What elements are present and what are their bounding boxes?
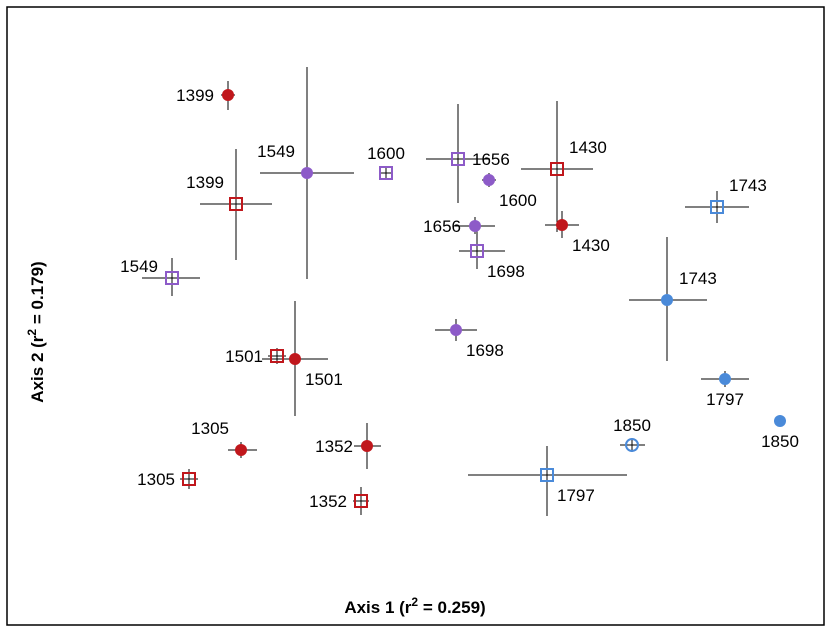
point-20-marker — [625, 438, 639, 452]
point-labels-layer: 1399 1399 1549 1600 1656 1600 1430 1656 1430 1698… — [120, 86, 799, 511]
markers-layer — [165, 89, 786, 508]
point-6-marker — [550, 162, 564, 176]
point-7-label: 1656 — [423, 217, 461, 236]
point-10-marker — [710, 200, 724, 214]
point-2-marker — [301, 167, 313, 179]
x-axis-stat-value: = 0.259) — [418, 598, 486, 617]
point-1-label: 1399 — [186, 173, 224, 192]
point-5-marker — [483, 174, 495, 186]
y-axis-title: Axis 2 (r2 = 0.179) — [25, 261, 47, 402]
point-6-label: 1430 — [569, 138, 607, 157]
point-12-marker — [661, 294, 673, 306]
point-16-label: 1797 — [706, 390, 744, 409]
point-3-label: 1600 — [367, 144, 405, 163]
point-19-marker — [361, 440, 373, 452]
point-9-label: 1698 — [487, 262, 525, 281]
point-15-label: 1501 — [305, 370, 343, 389]
point-19-label: 1352 — [315, 437, 353, 456]
y-axis-label: Axis 2 — [28, 353, 47, 403]
point-2-label: 1549 — [257, 142, 295, 161]
point-0-marker — [222, 89, 234, 101]
point-14-label: 1501 — [225, 347, 263, 366]
point-13-marker — [450, 324, 462, 336]
point-7-marker — [469, 220, 481, 232]
point-0-label: 1399 — [176, 86, 214, 105]
point-21-label: 1305 — [137, 470, 175, 489]
point-20-label: 1850 — [613, 416, 651, 435]
point-4-label: 1656 — [472, 150, 510, 169]
x-axis-stat-open: (r — [399, 598, 412, 617]
point-11-label: 1549 — [120, 257, 158, 276]
point-10-label: 1743 — [729, 176, 767, 195]
x-axis-r2-sup: 2 — [411, 595, 418, 609]
point-16-marker — [719, 373, 731, 385]
point-11-marker — [165, 271, 179, 285]
point-22-marker — [540, 468, 554, 482]
point-17-marker — [774, 415, 786, 427]
point-3-marker — [379, 166, 393, 180]
point-12-label: 1743 — [679, 269, 717, 288]
point-15-marker — [289, 353, 301, 365]
point-23-marker — [354, 494, 368, 508]
point-13-label: 1698 — [466, 341, 504, 360]
point-18-marker — [235, 444, 247, 456]
x-axis-label: Axis 1 — [344, 598, 394, 617]
point-22-label: 1797 — [557, 486, 595, 505]
point-1-marker — [229, 197, 243, 211]
y-axis-stat-open: (r — [28, 335, 47, 348]
y-axis-r2-sup: 2 — [25, 329, 39, 336]
point-5-label: 1600 — [499, 191, 537, 210]
point-23-label: 1352 — [309, 492, 347, 511]
x-axis-title: Axis 1 (r2 = 0.259) — [344, 595, 485, 617]
point-14-marker — [270, 349, 284, 363]
point-8-marker — [556, 219, 568, 231]
point-4-marker — [451, 152, 465, 166]
plot-border — [6, 6, 825, 626]
point-21-marker — [182, 472, 196, 486]
point-9-marker — [470, 244, 484, 258]
point-17-label: 1850 — [761, 432, 799, 451]
point-18-label: 1305 — [191, 419, 229, 438]
y-axis-stat-value: = 0.179) — [28, 261, 47, 329]
point-8-label: 1430 — [572, 236, 610, 255]
